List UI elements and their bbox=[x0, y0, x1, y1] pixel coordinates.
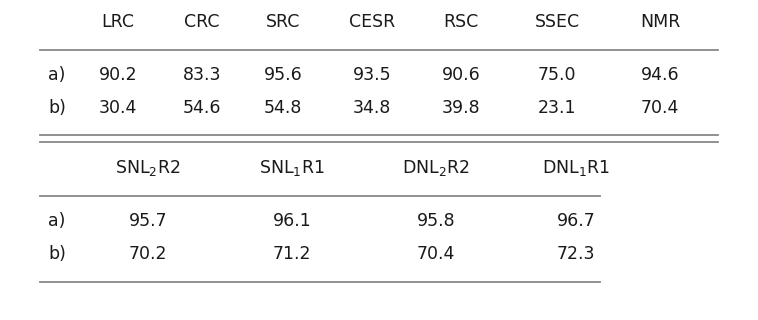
Text: 70.4: 70.4 bbox=[417, 245, 456, 263]
Text: 23.1: 23.1 bbox=[537, 99, 576, 117]
Text: 72.3: 72.3 bbox=[556, 245, 595, 263]
Text: DNL$_2$R2: DNL$_2$R2 bbox=[402, 158, 470, 178]
Text: 93.5: 93.5 bbox=[352, 66, 391, 84]
Text: b): b) bbox=[48, 245, 66, 263]
Text: 39.8: 39.8 bbox=[442, 99, 481, 117]
Text: 83.3: 83.3 bbox=[183, 66, 221, 84]
Text: a): a) bbox=[48, 212, 65, 230]
Text: 96.7: 96.7 bbox=[556, 212, 595, 230]
Text: CESR: CESR bbox=[349, 13, 395, 31]
Text: CRC: CRC bbox=[184, 13, 220, 31]
Text: 90.6: 90.6 bbox=[442, 66, 481, 84]
Text: b): b) bbox=[48, 99, 66, 117]
Text: NMR: NMR bbox=[640, 13, 680, 31]
Text: SRC: SRC bbox=[266, 13, 300, 31]
Text: SNL$_2$R2: SNL$_2$R2 bbox=[115, 158, 180, 178]
Text: 95.8: 95.8 bbox=[417, 212, 456, 230]
Text: 54.6: 54.6 bbox=[183, 99, 221, 117]
Text: LRC: LRC bbox=[102, 13, 134, 31]
Text: a): a) bbox=[48, 66, 65, 84]
Text: SSEC: SSEC bbox=[534, 13, 580, 31]
Text: 75.0: 75.0 bbox=[537, 66, 576, 84]
Text: DNL$_1$R1: DNL$_1$R1 bbox=[542, 158, 610, 178]
Text: 94.6: 94.6 bbox=[641, 66, 679, 84]
Text: 54.8: 54.8 bbox=[264, 99, 302, 117]
Text: 71.2: 71.2 bbox=[273, 245, 312, 263]
Text: RSC: RSC bbox=[443, 13, 478, 31]
Text: 95.7: 95.7 bbox=[129, 212, 168, 230]
Text: SNL$_1$R1: SNL$_1$R1 bbox=[259, 158, 324, 178]
Text: 95.6: 95.6 bbox=[264, 66, 302, 84]
Text: 30.4: 30.4 bbox=[99, 99, 137, 117]
Text: 70.2: 70.2 bbox=[129, 245, 168, 263]
Text: 96.1: 96.1 bbox=[273, 212, 312, 230]
Text: 70.4: 70.4 bbox=[641, 99, 679, 117]
Text: 34.8: 34.8 bbox=[352, 99, 391, 117]
Text: 90.2: 90.2 bbox=[99, 66, 137, 84]
